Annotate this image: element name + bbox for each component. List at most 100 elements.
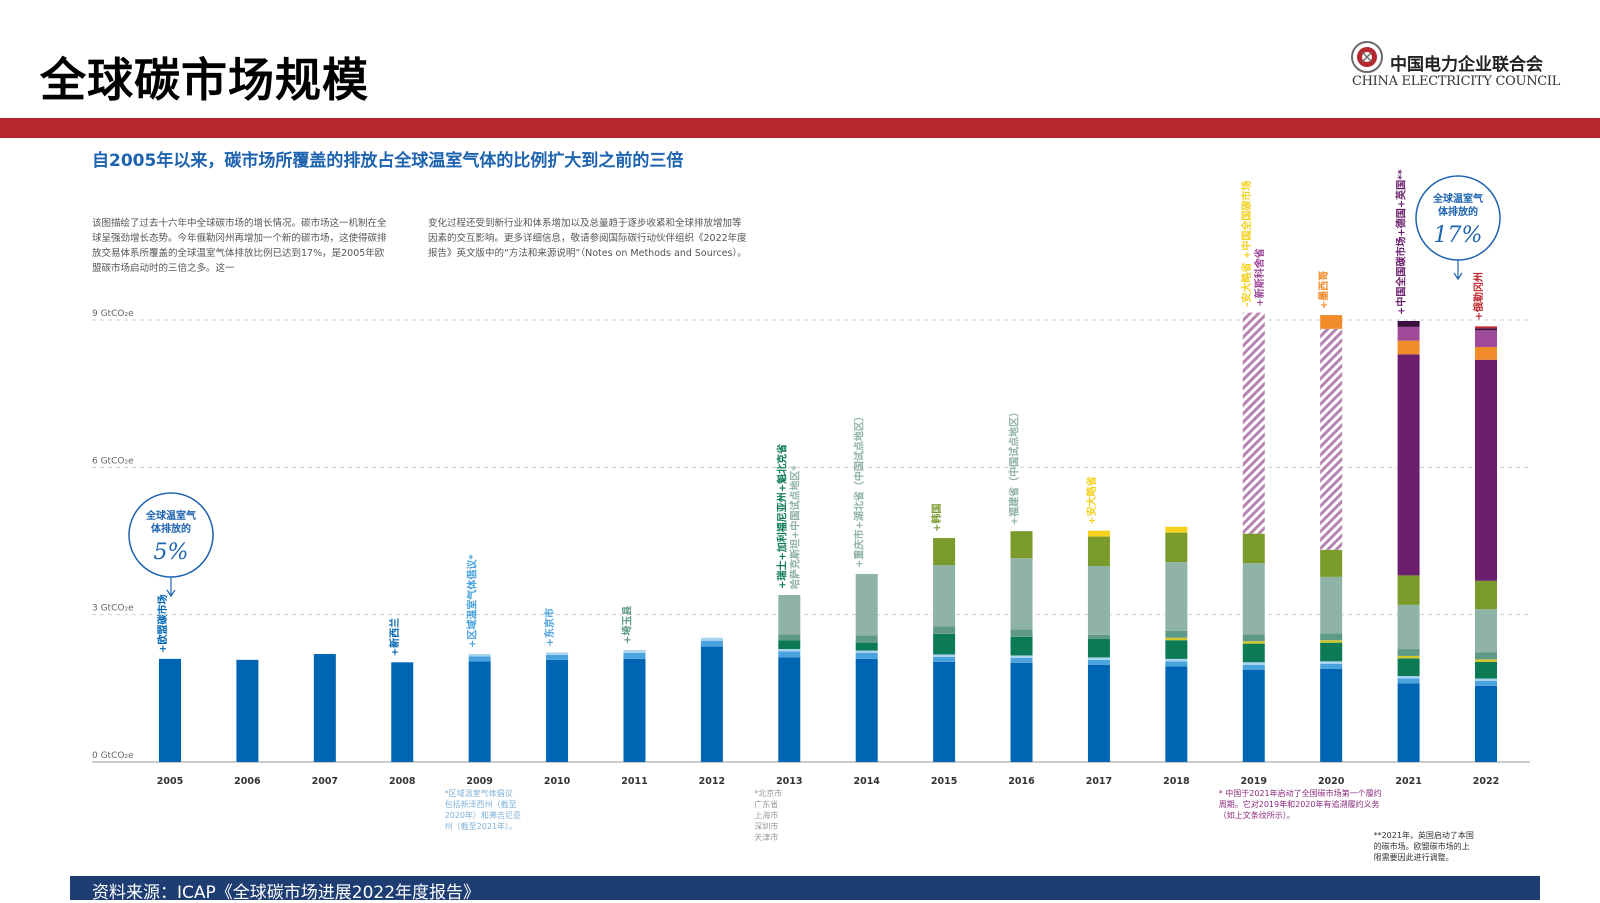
- x-tick-label: 2022: [1473, 776, 1499, 787]
- source-note: 资料来源：ICAP《全球碳市场进展2022年度报告》: [92, 883, 481, 903]
- bar-segment: [1475, 326, 1497, 329]
- bar-segment: [1475, 659, 1497, 662]
- bar-annotation: +重庆市+湖北省（中国试点地区）: [853, 411, 866, 568]
- x-tick-label: 2015: [931, 776, 957, 787]
- bar-segment: [313, 653, 336, 762]
- bar-segment: [1397, 354, 1420, 576]
- bar-segment: [1475, 652, 1497, 660]
- bar-segment: [1475, 678, 1497, 681]
- header-divider: [0, 118, 1600, 138]
- bar-segment: [700, 640, 723, 647]
- bar-segment: [1010, 558, 1033, 630]
- x-tick-label: 2013: [776, 776, 802, 787]
- bar-segment: [623, 652, 646, 659]
- bar-segment: [1242, 662, 1265, 665]
- bar-segment: [778, 595, 801, 635]
- x-tick-label: 2016: [1008, 776, 1035, 787]
- bar-segment: [1397, 676, 1420, 679]
- bar-segment: [933, 661, 956, 762]
- x-tick-label: 2021: [1395, 776, 1421, 787]
- bar-segment: [1397, 604, 1420, 650]
- bar-segment: [1397, 575, 1420, 605]
- x-tick-label: 2018: [1163, 776, 1190, 787]
- bar-segment: [933, 538, 956, 566]
- x-tick-label: 2017: [1086, 776, 1112, 787]
- bar-segment: [1087, 536, 1110, 567]
- bar-annotation: +东京市: [543, 608, 556, 646]
- bar-segment: [1242, 533, 1265, 564]
- bar-segment: [933, 626, 956, 634]
- y-tick-label: 6 GtCO₂e: [92, 456, 134, 466]
- bar-annotation: +区域温室气体倡议*: [466, 554, 479, 648]
- bar-segment: [1475, 359, 1497, 581]
- bar-segment: [1242, 669, 1265, 762]
- callout-line-1: 全球温室气: [1432, 192, 1483, 205]
- bar-segment: [933, 654, 956, 657]
- bar-segment: [1242, 312, 1265, 534]
- bar-segment: [546, 659, 569, 762]
- y-tick-label: 9 GtCO₂e: [92, 309, 134, 319]
- bar-segment: [468, 653, 491, 657]
- bar-segment: [1242, 634, 1265, 642]
- bar-segment: [1165, 666, 1188, 762]
- chart-footnote: **2021年，英国启动了本国 的碳市场。欧盟碳市场的上 限需要因此进行调整。: [1373, 831, 1474, 862]
- bar-segment: [778, 657, 801, 762]
- callout-value: 17%: [1434, 223, 1483, 248]
- bar-annotation: +埼玉县: [620, 606, 633, 644]
- bar-segment: [1010, 657, 1033, 663]
- x-tick-label: 2010: [544, 776, 571, 787]
- bar-segment: [1087, 659, 1110, 665]
- callout-line-2: 体排放的: [1438, 205, 1478, 218]
- bar-segment: [700, 637, 723, 641]
- footer-band: [70, 876, 1540, 900]
- x-tick-label: 2005: [157, 776, 183, 787]
- bar-segment: [933, 565, 956, 627]
- bar-segment: [1087, 530, 1110, 537]
- bar-segment: [1010, 655, 1033, 658]
- bar-segment: [855, 658, 878, 762]
- bar-segment: [1397, 655, 1420, 659]
- bar-segment: [778, 634, 801, 641]
- bar-segment: [1320, 328, 1343, 550]
- bar-segment: [1475, 661, 1497, 679]
- bar-segment: [1242, 643, 1265, 663]
- logo-name-en: CHINA ELECTRICITY COUNCIL: [1352, 74, 1561, 89]
- bar-annotation: +瑞士+加利福尼亚州+魁北克省: [775, 444, 788, 589]
- bar-segment: [1087, 634, 1110, 639]
- x-tick-label: 2012: [699, 776, 725, 787]
- bar-segment: [1475, 685, 1497, 762]
- bar-segment: [1010, 662, 1033, 762]
- callout-value: 5%: [154, 540, 189, 565]
- bar-segment: [778, 640, 801, 650]
- bar-segment: [1087, 566, 1110, 635]
- bar-annotation: +韩国: [930, 504, 943, 532]
- bar-annotation: +新西兰: [388, 618, 401, 656]
- bar-segment: [1397, 678, 1420, 684]
- logo: 中国电力企业联合会 CHINA ELECTRICITY COUNCIL: [1350, 40, 1560, 96]
- y-tick-label: 3 GtCO₂e: [92, 604, 134, 614]
- bar-segment: [855, 642, 878, 651]
- bar-segment: [855, 652, 878, 659]
- bar-segment: [1397, 649, 1420, 656]
- bar-segment: [1320, 549, 1343, 577]
- bar-segment: [1475, 328, 1497, 331]
- bar-segment: [855, 635, 878, 643]
- bar-segment: [778, 649, 801, 652]
- bar-segment: [1165, 637, 1188, 641]
- bar-segment: [1475, 609, 1497, 653]
- bar-segment: [1320, 661, 1343, 664]
- bar-segment: [778, 651, 801, 658]
- chart-footnote: * 中国于2021年启动了全国碳市场第一个履约 周期。它对2019年和2020年…: [1218, 789, 1382, 820]
- bar-annotation: +新斯科舍省: [1253, 248, 1266, 306]
- bar-annotation: 哈萨克斯坦+中国试点地区*: [788, 465, 801, 589]
- bar-segment: [1242, 563, 1265, 635]
- bar-segment: [1320, 640, 1343, 643]
- bar-segment: [1320, 668, 1343, 762]
- x-tick-label: 2009: [466, 776, 492, 787]
- bar-segment: [546, 652, 569, 655]
- bar-annotation: +中国全国碳市场+德国+英国**: [1395, 169, 1408, 315]
- bar-segment: [468, 661, 491, 762]
- bar-segment: [855, 573, 878, 636]
